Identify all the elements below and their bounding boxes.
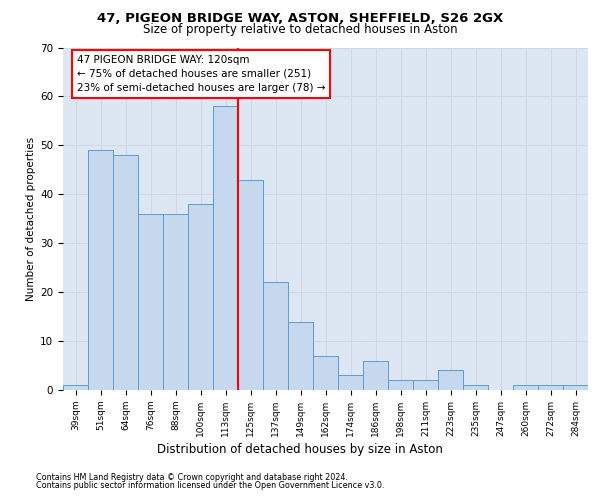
Text: Size of property relative to detached houses in Aston: Size of property relative to detached ho… xyxy=(143,22,457,36)
Bar xyxy=(263,282,288,390)
Bar xyxy=(163,214,188,390)
Bar xyxy=(113,155,138,390)
Bar xyxy=(288,322,313,390)
Bar xyxy=(338,376,363,390)
Bar xyxy=(363,360,388,390)
Bar xyxy=(413,380,438,390)
Bar xyxy=(188,204,213,390)
Bar xyxy=(238,180,263,390)
Bar xyxy=(138,214,163,390)
Text: Contains HM Land Registry data © Crown copyright and database right 2024.: Contains HM Land Registry data © Crown c… xyxy=(36,472,348,482)
Bar xyxy=(88,150,113,390)
Bar xyxy=(313,356,338,390)
Bar xyxy=(563,385,588,390)
Text: 47, PIGEON BRIDGE WAY, ASTON, SHEFFIELD, S26 2GX: 47, PIGEON BRIDGE WAY, ASTON, SHEFFIELD,… xyxy=(97,12,503,26)
Bar xyxy=(513,385,538,390)
Bar xyxy=(388,380,413,390)
Bar xyxy=(463,385,488,390)
Text: Contains public sector information licensed under the Open Government Licence v3: Contains public sector information licen… xyxy=(36,481,385,490)
Bar xyxy=(538,385,563,390)
Bar xyxy=(63,385,88,390)
Bar xyxy=(213,106,238,390)
Text: 47 PIGEON BRIDGE WAY: 120sqm
← 75% of detached houses are smaller (251)
23% of s: 47 PIGEON BRIDGE WAY: 120sqm ← 75% of de… xyxy=(77,55,325,93)
Text: Distribution of detached houses by size in Aston: Distribution of detached houses by size … xyxy=(157,442,443,456)
Bar xyxy=(438,370,463,390)
Y-axis label: Number of detached properties: Number of detached properties xyxy=(26,136,36,301)
